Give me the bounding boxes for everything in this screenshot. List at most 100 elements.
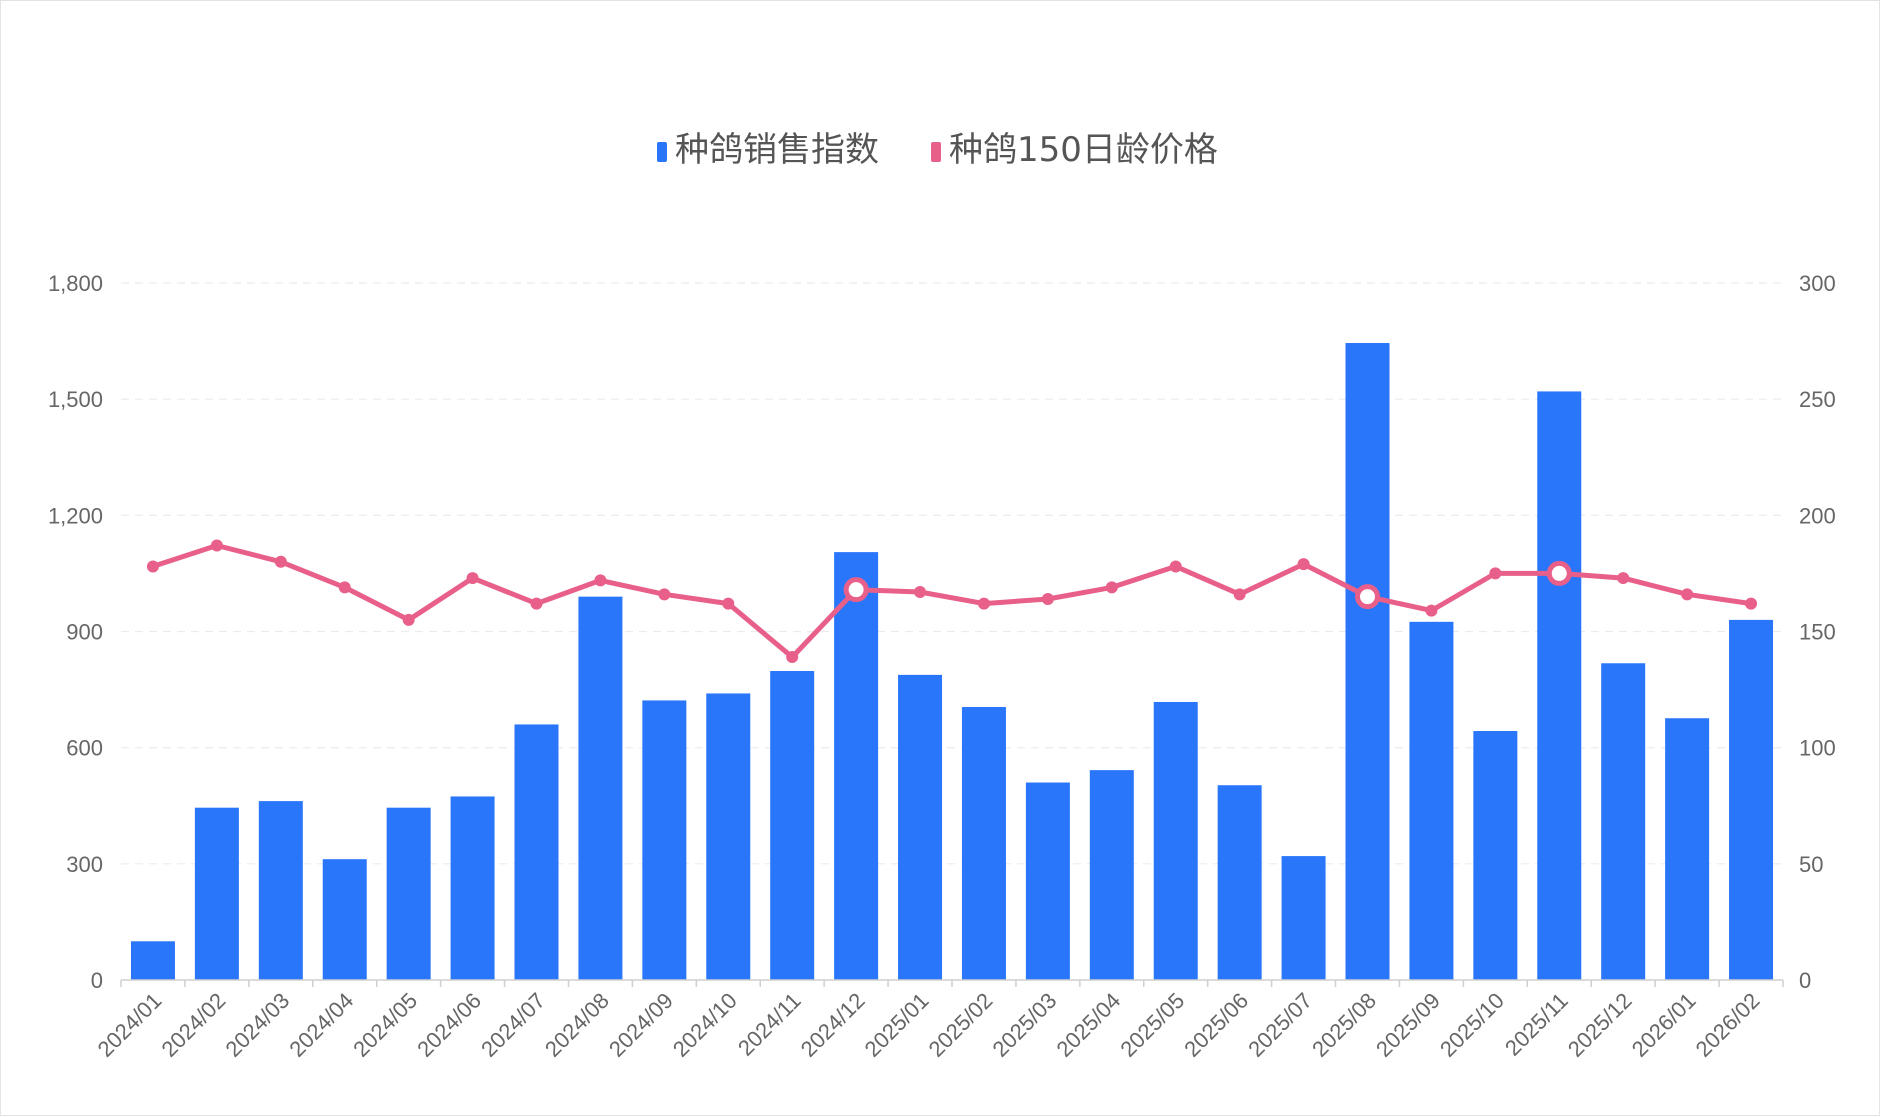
y-right-tick-label: 0 [1799, 968, 1811, 993]
bar [578, 596, 623, 980]
x-tick-label: 2024/11 [733, 988, 806, 1061]
line-point [914, 586, 927, 599]
line-point [338, 581, 351, 594]
x-tick-label: 2025/08 [1307, 988, 1381, 1062]
legend: 种鸽销售指数 种鸽150日龄价格 [657, 130, 1218, 170]
line-point [1297, 558, 1310, 571]
x-tick-label: 2025/11 [1500, 988, 1573, 1061]
price-line [150, 543, 1754, 660]
y-left-tick-label: 1,800 [48, 271, 103, 296]
line-point [210, 539, 223, 552]
line-point [1681, 588, 1694, 601]
bar [194, 807, 239, 980]
y-left-tick-label: 1,200 [48, 503, 103, 528]
y-right-tick-label: 50 [1799, 852, 1823, 877]
line-point [1105, 581, 1118, 594]
line-point [1233, 588, 1246, 601]
bar [898, 674, 943, 980]
bar [834, 552, 879, 980]
bar [322, 859, 367, 980]
bar [1345, 343, 1390, 981]
bar [642, 700, 687, 980]
y-left-tick-label: 0 [91, 968, 103, 993]
line-point [1617, 572, 1630, 585]
x-tick-label: 2024/09 [604, 988, 678, 1062]
line-point [146, 560, 159, 573]
bar [961, 707, 1006, 980]
line-point [1169, 560, 1182, 573]
x-tick-label: 2024/04 [284, 988, 358, 1062]
bar [1089, 770, 1134, 980]
bar [1217, 785, 1262, 980]
y-right-tick-label: 100 [1799, 736, 1836, 761]
x-tick-label: 2025/03 [988, 988, 1062, 1062]
x-tick-label: 2024/05 [348, 988, 422, 1062]
bar [1025, 782, 1070, 980]
line-point [658, 588, 671, 601]
line-point [402, 613, 415, 626]
bar [1473, 731, 1518, 980]
y-axis-right: 0 50 100 150 200 250 300 [1799, 271, 1836, 993]
bar [1153, 701, 1198, 980]
x-tick-label: 2024/07 [476, 988, 550, 1062]
bar [514, 724, 559, 980]
x-tick-label: 2024/06 [412, 988, 486, 1062]
x-tick-label: 2025/04 [1051, 988, 1125, 1062]
x-tick-label: 2024/01 [93, 988, 167, 1062]
x-tick-label: 2025/12 [1563, 988, 1637, 1062]
x-tick-label: 2024/02 [157, 988, 231, 1062]
x-axis: 2024/012024/022024/032024/042024/052024/… [93, 979, 1784, 1062]
line-point [1041, 592, 1054, 605]
y-right-tick-label: 250 [1799, 387, 1836, 412]
y-left-tick-label: 600 [66, 736, 103, 761]
y-left-tick-label: 1,500 [48, 387, 103, 412]
x-tick-label: 2025/05 [1115, 988, 1189, 1062]
bar-series [130, 343, 1774, 981]
x-tick-label: 2025/01 [860, 988, 934, 1062]
line-point [1489, 567, 1502, 580]
x-tick-label: 2026/01 [1627, 988, 1701, 1062]
y-right-tick-label: 150 [1799, 620, 1836, 645]
line-point-highlighted [843, 577, 869, 603]
bar [1537, 391, 1582, 980]
bar [1601, 663, 1646, 980]
bar [770, 670, 815, 980]
x-tick-label: 2025/02 [924, 988, 998, 1062]
y-left-tick-label: 300 [66, 852, 103, 877]
line-point [1425, 604, 1438, 617]
y-right-tick-label: 300 [1799, 271, 1836, 296]
line-point [786, 651, 799, 664]
line-point [722, 597, 735, 610]
line-point [274, 555, 287, 568]
x-tick-label: 2025/06 [1179, 988, 1253, 1062]
legend-label-bar: 种鸽销售指数 [675, 130, 879, 170]
x-tick-label: 2024/12 [796, 988, 870, 1062]
bar [706, 693, 751, 980]
x-tick-label: 2025/10 [1435, 988, 1509, 1062]
line-point-highlighted [1546, 560, 1572, 586]
x-tick-label: 2024/10 [668, 988, 742, 1062]
bar [1729, 619, 1774, 980]
line-series [146, 539, 1758, 664]
x-tick-label: 2025/09 [1371, 988, 1445, 1062]
x-tick-label: 2026/02 [1691, 988, 1765, 1062]
x-tick-label: 2024/08 [540, 988, 614, 1062]
bar [1665, 718, 1710, 980]
bar [386, 807, 431, 980]
bar [130, 941, 175, 980]
bar [450, 796, 495, 980]
bar [1409, 621, 1454, 980]
bar [258, 801, 303, 980]
bar [1281, 856, 1326, 980]
grid-lines [121, 282, 1783, 865]
legend-marker-line [931, 142, 941, 162]
line-point [1745, 597, 1758, 610]
y-axis-left: 0 300 600 900 1,200 1,500 1,800 [48, 271, 103, 993]
legend-marker-bar [657, 142, 667, 162]
x-tick-label: 2024/03 [220, 988, 294, 1062]
line-point [977, 597, 990, 610]
legend-label-line: 种鸽150日龄价格 [949, 130, 1218, 170]
line-point [466, 572, 479, 585]
